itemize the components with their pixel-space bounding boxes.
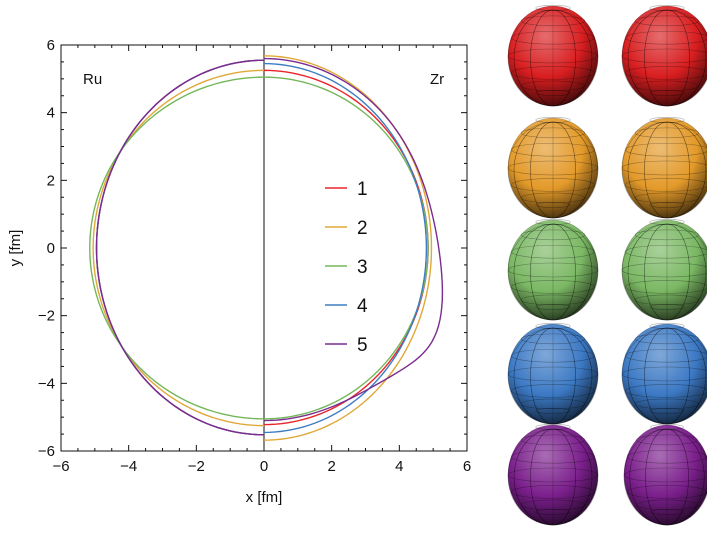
axis-tick-labels: −6 −4 −2 0 2 4 6 −6 −4 −2 0 2 4 6 [38,37,471,475]
x-tick-label: 0 [260,458,268,475]
sphere-3-zr [621,218,707,321]
zr-curve-series-3 [263,76,429,420]
x-tick-label: −2 [188,458,205,475]
y-tick-label: 2 [47,172,55,189]
sphere-2-zr [621,116,707,219]
legend-label-2: 2 [357,218,368,239]
panel-label-zr: Zr [430,71,444,88]
ru-curve-series-3 [89,76,265,420]
zr-curve-series-2 [263,55,433,441]
sphere-2-ru [507,116,599,219]
legend-label-4: 4 [357,296,368,317]
sphere-5-zr [623,423,707,526]
sphere-grid [507,4,707,526]
y-tick-label: −6 [38,443,55,460]
legend-label-1: 1 [357,179,368,200]
y-axis-title: y [fm] [7,230,24,267]
legend-label-3: 3 [357,257,368,278]
y-tick-label: 0 [47,240,55,257]
ru-curve-series-4 [95,59,265,436]
x-tick-label: 4 [395,458,403,475]
x-tick-label: 6 [463,458,471,475]
shape-profile-chart: −6 −4 −2 0 2 4 6 −6 −4 −2 0 2 4 6 Ru Zr x [fm] y [fm]… [7,37,471,506]
legend-label-5: 5 [357,335,368,356]
sphere-3-ru [507,218,599,321]
zr-curve-series-5 [263,57,444,422]
x-tick-label: −6 [52,458,69,475]
sphere-1-zr [621,4,707,107]
panel-label-ru: Ru [83,71,102,88]
sphere-4-ru [507,322,599,425]
x-tick-label: −4 [120,458,137,475]
legend: 1 2 3 4 5 [325,179,368,356]
ru-curve-series-1 [95,59,265,436]
curves [89,55,444,441]
y-tick-label: 6 [47,37,55,54]
sphere-1-ru [507,4,599,107]
y-tick-label: −4 [38,375,55,392]
axis-ticks [60,44,468,452]
zr-curve-series-1 [263,69,429,426]
zr-curve-series-4 [263,62,428,434]
x-tick-label: 2 [327,458,335,475]
y-tick-label: −2 [38,308,55,325]
sphere-5-ru [507,423,599,526]
y-tick-label: 4 [47,105,55,122]
ru-curve-series-2 [92,69,265,427]
ru-curve-series-5 [95,59,265,436]
sphere-4-zr [621,322,707,425]
x-axis-title: x [fm] [246,489,283,506]
